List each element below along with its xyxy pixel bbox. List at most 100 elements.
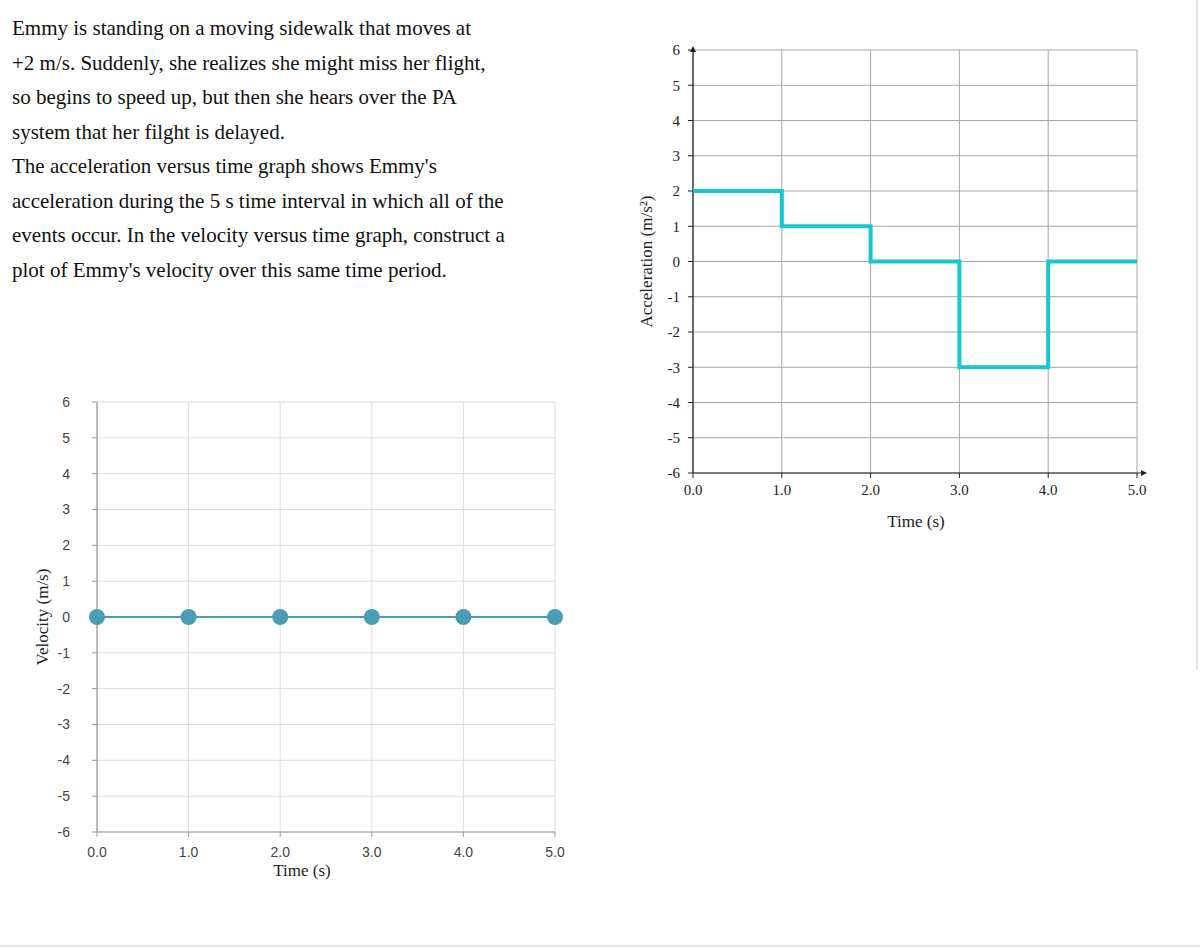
tick-mark <box>1137 473 1138 478</box>
tick-mark <box>463 832 464 837</box>
series-line <box>693 191 1137 367</box>
tick-label: 5.0 <box>1128 482 1147 498</box>
tick-label: 0 <box>62 609 70 625</box>
tick-mark <box>97 832 98 837</box>
problem-text: +2 m/s. Suddenly, she realizes she might… <box>12 51 486 75</box>
tick-label: 2 <box>673 183 681 199</box>
tick-mark <box>688 437 693 438</box>
grid-line <box>693 226 1137 227</box>
data-point <box>547 609 563 625</box>
data-point <box>89 609 105 625</box>
tick-label: 2.0 <box>270 844 290 860</box>
axis-arrow <box>1141 470 1147 476</box>
tick-label: 4.0 <box>1039 482 1058 498</box>
tick-label: -1 <box>668 289 681 305</box>
tick-label: -1 <box>58 645 71 661</box>
tick-mark <box>688 402 693 403</box>
tick-mark <box>870 473 871 478</box>
tick-label: 2.0 <box>861 482 880 498</box>
grid-line <box>97 832 555 833</box>
grid-line <box>97 473 555 474</box>
tick-label: 4.0 <box>454 844 474 860</box>
grid-line <box>97 760 555 761</box>
tick-mark <box>1048 473 1049 478</box>
problem-text: The acceleration versus time graph shows… <box>12 154 437 178</box>
data-point <box>455 609 471 625</box>
tick-mark <box>92 473 97 474</box>
tick-label: 1 <box>673 219 681 235</box>
tick-mark <box>280 832 281 837</box>
tick-mark <box>688 226 693 227</box>
grid-line <box>693 332 1137 333</box>
data-point <box>181 609 197 625</box>
tick-label: 1 <box>62 573 70 589</box>
tick-mark <box>92 509 97 510</box>
tick-label: 3.0 <box>362 844 382 860</box>
tick-label: 4 <box>673 113 681 129</box>
tick-mark <box>688 296 693 297</box>
page-edge <box>1197 0 1198 670</box>
tick-label: -5 <box>668 430 681 446</box>
tick-mark <box>688 332 693 333</box>
plot-area <box>693 191 1137 367</box>
tick-mark <box>688 191 693 192</box>
tick-label: 5 <box>62 430 70 446</box>
y-axis-title: Velocity (m/s) <box>33 569 52 666</box>
tick-label: 1.0 <box>179 844 199 860</box>
grid-line <box>693 402 1137 403</box>
grid-line <box>693 367 1137 368</box>
tick-label: 0.0 <box>87 844 107 860</box>
problem-text: Emmy is standing on a moving sidewalk th… <box>12 16 471 40</box>
axis-arrow <box>690 46 696 52</box>
tick-label: 3 <box>62 501 70 517</box>
grid-line <box>97 796 555 797</box>
tick-label: -5 <box>58 788 71 804</box>
chart: -6-5-4-3-2-101234560.01.02.03.04.05.0Tim… <box>637 42 1147 531</box>
grid-line <box>97 617 555 618</box>
tick-mark <box>688 120 693 121</box>
tick-label: 6 <box>62 394 70 410</box>
grid-line <box>693 296 1137 297</box>
grid-line <box>781 50 782 473</box>
tick-mark <box>92 545 97 546</box>
grid-line <box>97 509 555 510</box>
tick-label: 1.0 <box>772 482 791 498</box>
tick-label: 3 <box>673 148 681 164</box>
tick-label: 5 <box>673 78 681 94</box>
tick-label: -3 <box>668 360 681 376</box>
tick-mark <box>92 402 97 403</box>
tick-mark <box>781 473 782 478</box>
grid-line <box>693 155 1137 156</box>
chart: -6-5-4-3-2-101234560.01.02.03.04.05.0Tim… <box>33 394 565 880</box>
tick-mark <box>688 473 693 474</box>
tick-label: 0.0 <box>684 482 703 498</box>
x-axis <box>97 831 555 832</box>
grid-line <box>97 652 555 653</box>
tick-mark <box>92 760 97 761</box>
data-point <box>364 609 380 625</box>
tick-mark <box>688 85 693 86</box>
y-axis-title: Acceleration (m/s²) <box>637 195 656 327</box>
tick-mark <box>555 832 556 837</box>
grid-line <box>97 688 555 689</box>
grid-line <box>97 581 555 582</box>
tick-mark <box>688 155 693 156</box>
problem-text: so begins to speed up, but then she hear… <box>12 85 458 109</box>
page-edge <box>0 946 1200 947</box>
tick-label: 2 <box>62 537 70 553</box>
tick-mark <box>693 473 694 478</box>
grid-line <box>693 120 1137 121</box>
x-axis-title: Time (s) <box>887 512 944 531</box>
grid-line <box>693 85 1137 86</box>
tick-label: -6 <box>668 465 681 481</box>
grid-line <box>97 724 555 725</box>
tick-mark <box>371 832 372 837</box>
page: Emmy is standing on a moving sidewalk th… <box>0 0 1200 948</box>
grid-line <box>97 402 555 403</box>
tick-mark <box>92 581 97 582</box>
tick-label: 5.0 <box>545 844 565 860</box>
tick-label: -2 <box>58 681 71 697</box>
tick-mark <box>92 688 97 689</box>
tick-mark <box>92 724 97 725</box>
tick-mark <box>688 50 693 51</box>
